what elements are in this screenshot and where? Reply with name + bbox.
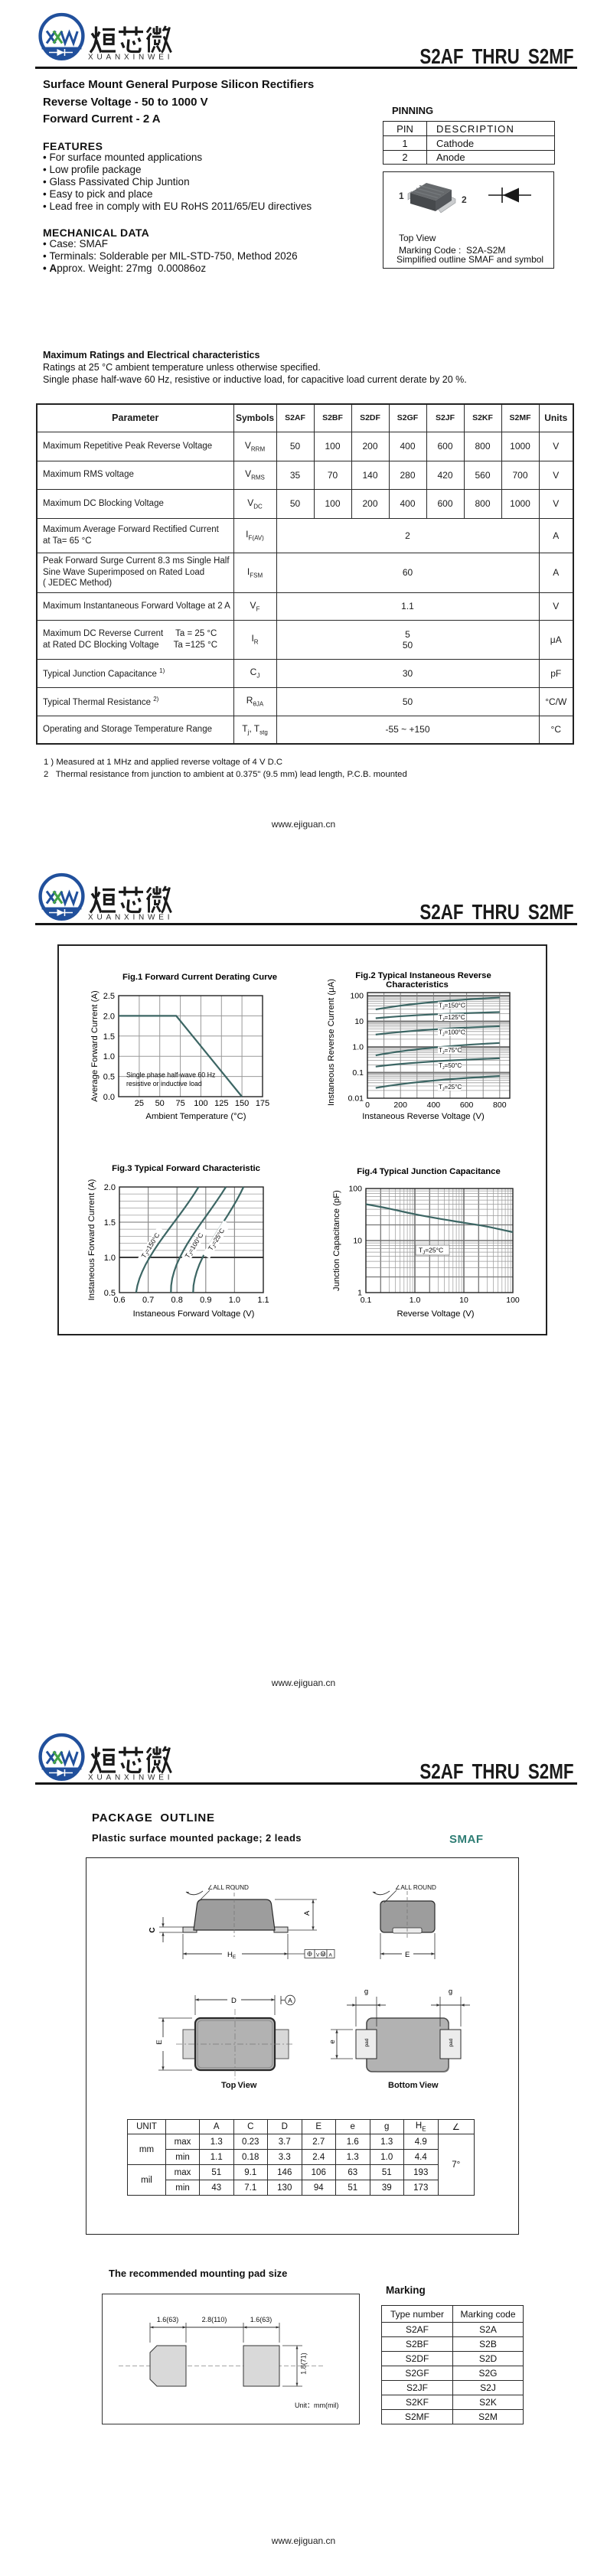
svg-text:Marking Code : S2A-S2M: Marking Code : S2A-S2M	[399, 245, 505, 256]
svg-text:2.0: 2.0	[104, 1183, 116, 1192]
svg-text:2.0: 2.0	[103, 1012, 115, 1021]
svg-text:Instaneous Reverse Voltage (V): Instaneous Reverse Voltage (V)	[362, 1112, 485, 1121]
svg-text:2.5: 2.5	[103, 992, 115, 1001]
svg-text:100: 100	[350, 992, 364, 1001]
svg-text:0.5: 0.5	[104, 1289, 116, 1298]
svg-text:0.1: 0.1	[361, 1296, 372, 1305]
svg-text:Reverse Voltage (V): Reverse Voltage (V)	[397, 1309, 474, 1319]
svg-text:TJ=25°C: TJ=25°C	[207, 1227, 227, 1253]
svg-text:TJ=150°C: TJ=150°C	[439, 1003, 465, 1011]
svg-text:Fig.2 Typical Instaneous Reve: Fig.2 Typical Instaneous Reverse	[355, 971, 491, 980]
svg-text:1.5: 1.5	[103, 1032, 115, 1042]
svg-text:1.8(71): 1.8(71)	[300, 2353, 308, 2375]
svg-text:1.0: 1.0	[410, 1296, 421, 1305]
svg-text:Average Forward Current (A): Average Forward Current (A)	[90, 990, 100, 1102]
svg-text:∠ALL ROUND: ∠ALL ROUND	[395, 1884, 436, 1891]
svg-text:TJ=125°C: TJ=125°C	[439, 1014, 465, 1022]
svg-text:1.0: 1.0	[352, 1043, 364, 1052]
svg-text:C: C	[148, 1927, 157, 1932]
svg-text:M: M	[321, 1952, 325, 1957]
svg-text:Fig.1 Forward Current Deratin: Fig.1 Forward Current Derating Curve	[122, 973, 277, 982]
svg-text:1.0: 1.0	[104, 1254, 116, 1263]
svg-text:Instaneous Forward Voltage (V): Instaneous Forward Voltage (V)	[133, 1309, 255, 1319]
svg-text:800: 800	[493, 1101, 507, 1110]
svg-text:0.7: 0.7	[142, 1296, 154, 1305]
svg-text:A: A	[288, 1997, 292, 2004]
svg-text:Bottom View: Bottom View	[388, 2081, 439, 2090]
svg-text:50: 50	[155, 1099, 165, 1108]
svg-text:Ambient Temperature (°C): Ambient Temperature (°C)	[145, 1112, 246, 1121]
svg-text:125: 125	[214, 1099, 228, 1108]
svg-text:resistive or inductive load: resistive or inductive load	[126, 1080, 202, 1087]
svg-text:Instaneous Reverse Current (μA: Instaneous Reverse Current (μA)	[327, 979, 336, 1106]
svg-text:g: g	[364, 1987, 368, 1996]
svg-text:Unit：mm(mil): Unit：mm(mil)	[295, 2402, 339, 2409]
svg-text:1.0: 1.0	[229, 1296, 240, 1305]
svg-text:2: 2	[462, 194, 467, 205]
svg-text:1.5: 1.5	[104, 1218, 116, 1228]
svg-text:0.9: 0.9	[200, 1296, 211, 1305]
svg-text:0.5: 0.5	[103, 1073, 115, 1082]
svg-text:V: V	[316, 1953, 320, 1958]
svg-text:Characteristics: Characteristics	[386, 980, 449, 990]
svg-text:100: 100	[506, 1296, 520, 1305]
svg-text:TJ=25°C: TJ=25°C	[419, 1247, 443, 1256]
svg-text:∠ALL ROUND: ∠ALL ROUND	[207, 1884, 249, 1891]
svg-text:2.8(110): 2.8(110)	[202, 2316, 227, 2323]
svg-text:HE: HE	[227, 1951, 237, 1960]
svg-text:25: 25	[135, 1099, 144, 1108]
svg-text:TJ=50°C: TJ=50°C	[439, 1062, 462, 1071]
svg-text:Single phase half-wave 60 Hz: Single phase half-wave 60 Hz	[126, 1071, 215, 1079]
svg-text:TJ=25°C: TJ=25°C	[439, 1084, 462, 1092]
svg-text:1: 1	[399, 191, 404, 201]
svg-text:0: 0	[365, 1101, 370, 1110]
svg-text:Top View: Top View	[399, 233, 436, 243]
svg-text:75: 75	[175, 1099, 184, 1108]
svg-text:1.0: 1.0	[103, 1052, 115, 1061]
svg-text:E: E	[155, 2040, 164, 2044]
svg-text:0.8: 0.8	[171, 1296, 183, 1305]
svg-text:1.6(63): 1.6(63)	[157, 2316, 179, 2323]
svg-text:10: 10	[459, 1296, 468, 1305]
svg-text:g: g	[449, 1987, 452, 1996]
svg-text:150: 150	[235, 1099, 249, 1108]
svg-text:10: 10	[354, 1017, 364, 1026]
svg-text:TJ=100°C: TJ=100°C	[439, 1029, 465, 1038]
svg-text:E: E	[405, 1951, 410, 1959]
svg-text:0.1: 0.1	[352, 1068, 364, 1078]
svg-text:Simplified outline SMAF and sy: Simplified outline SMAF and symbol	[397, 254, 543, 265]
svg-text:TJ=75°C: TJ=75°C	[439, 1047, 462, 1055]
svg-text:100: 100	[348, 1185, 362, 1194]
svg-text:Fig.3 Typical Forward Charact: Fig.3 Typical Forward Characteristic	[112, 1164, 260, 1173]
svg-text:Junction Capacitance (pF): Junction Capacitance (pF)	[332, 1190, 341, 1291]
svg-text:1.1: 1.1	[257, 1296, 269, 1305]
svg-text:A: A	[303, 1910, 312, 1916]
svg-text:D: D	[231, 1997, 237, 2005]
svg-text:A: A	[329, 1953, 333, 1958]
svg-text:Fig.4 Typical Junction Capaci: Fig.4 Typical Junction Capacitance	[357, 1167, 501, 1176]
svg-text:Top View: Top View	[221, 2081, 257, 2090]
svg-text:Instaneous Forward Current (A): Instaneous Forward Current (A)	[87, 1179, 96, 1300]
svg-text:0.0: 0.0	[103, 1093, 115, 1102]
svg-text:1: 1	[357, 1289, 362, 1298]
svg-text:175: 175	[256, 1099, 269, 1108]
svg-text:1.6(63): 1.6(63)	[250, 2316, 272, 2323]
svg-text:pad: pad	[449, 2038, 454, 2046]
svg-text:0.6: 0.6	[113, 1296, 125, 1305]
svg-text:e: e	[328, 2040, 337, 2043]
svg-text:200: 200	[393, 1101, 407, 1110]
svg-text:10: 10	[353, 1237, 362, 1246]
svg-text:pad: pad	[364, 2038, 370, 2046]
svg-text:0.01: 0.01	[348, 1094, 364, 1104]
svg-text:600: 600	[460, 1101, 474, 1110]
svg-text:400: 400	[427, 1101, 441, 1110]
svg-text:100: 100	[194, 1099, 207, 1108]
